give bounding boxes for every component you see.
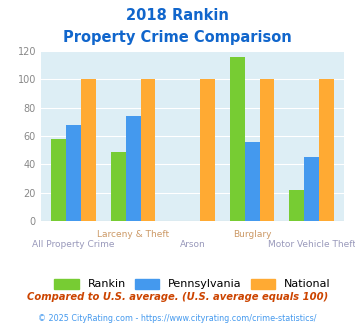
- Legend: Rankin, Pennsylvania, National: Rankin, Pennsylvania, National: [50, 274, 335, 294]
- Bar: [245, 142, 260, 221]
- Bar: [81, 80, 96, 221]
- Text: Larceny & Theft: Larceny & Theft: [97, 230, 169, 239]
- Bar: [230, 57, 245, 221]
- Bar: [66, 125, 81, 221]
- Text: All Property Crime: All Property Crime: [32, 240, 115, 248]
- Text: 2018 Rankin: 2018 Rankin: [126, 8, 229, 23]
- Bar: [126, 116, 141, 221]
- Text: Burglary: Burglary: [233, 230, 271, 239]
- Bar: [200, 80, 215, 221]
- Bar: [304, 157, 319, 221]
- Bar: [289, 190, 304, 221]
- Text: Motor Vehicle Theft: Motor Vehicle Theft: [268, 240, 355, 248]
- Bar: [141, 80, 155, 221]
- Bar: [260, 80, 274, 221]
- Text: Property Crime Comparison: Property Crime Comparison: [63, 30, 292, 45]
- Bar: [319, 80, 334, 221]
- Text: © 2025 CityRating.com - https://www.cityrating.com/crime-statistics/: © 2025 CityRating.com - https://www.city…: [38, 314, 317, 323]
- Bar: [51, 139, 66, 221]
- Text: Arson: Arson: [180, 240, 206, 248]
- Bar: [111, 152, 126, 221]
- Text: Compared to U.S. average. (U.S. average equals 100): Compared to U.S. average. (U.S. average …: [27, 292, 328, 302]
